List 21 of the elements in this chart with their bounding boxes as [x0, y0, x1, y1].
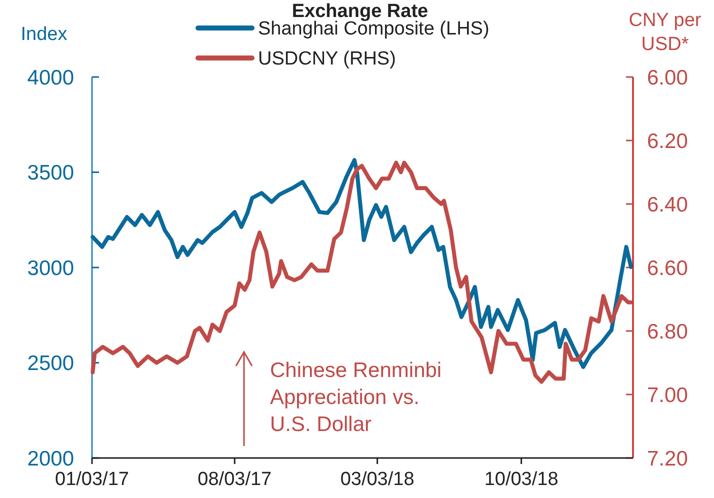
y-tick-label: 3500: [27, 162, 74, 185]
x-tick-label: 10/03/18: [484, 469, 558, 490]
chart-title: Exchange Rate: [292, 1, 428, 22]
y-tick-label: 2000: [27, 447, 74, 470]
y-axis-title: Index: [20, 24, 68, 45]
y2-axis-title: CNY per USD*: [628, 10, 702, 55]
y2-tick-label: 6.00: [647, 66, 688, 90]
y-tick-label: 2500: [27, 352, 74, 376]
y2-tick-label: 7.20: [647, 447, 688, 470]
y-tick-label: 3000: [27, 256, 74, 280]
y2-tick-label: 7.00: [647, 384, 688, 407]
x-tick-label: 08/03/17: [198, 469, 272, 490]
y2-tick-label: 6.40: [647, 193, 688, 216]
annotation: Chinese Renminbi Appreciation vs. U.S. Dollar: [270, 359, 442, 436]
x-tick-label: 03/03/18: [340, 469, 414, 490]
legend-label: USDCNY (RHS): [258, 48, 396, 70]
y2-tick-label: 6.20: [647, 130, 688, 153]
y2-tick-label: 6.60: [647, 256, 688, 280]
y-tick-label: 4000: [27, 66, 74, 90]
x-tick-label: 01/03/17: [55, 469, 129, 490]
y2-tick-label: 6.80: [647, 320, 688, 344]
